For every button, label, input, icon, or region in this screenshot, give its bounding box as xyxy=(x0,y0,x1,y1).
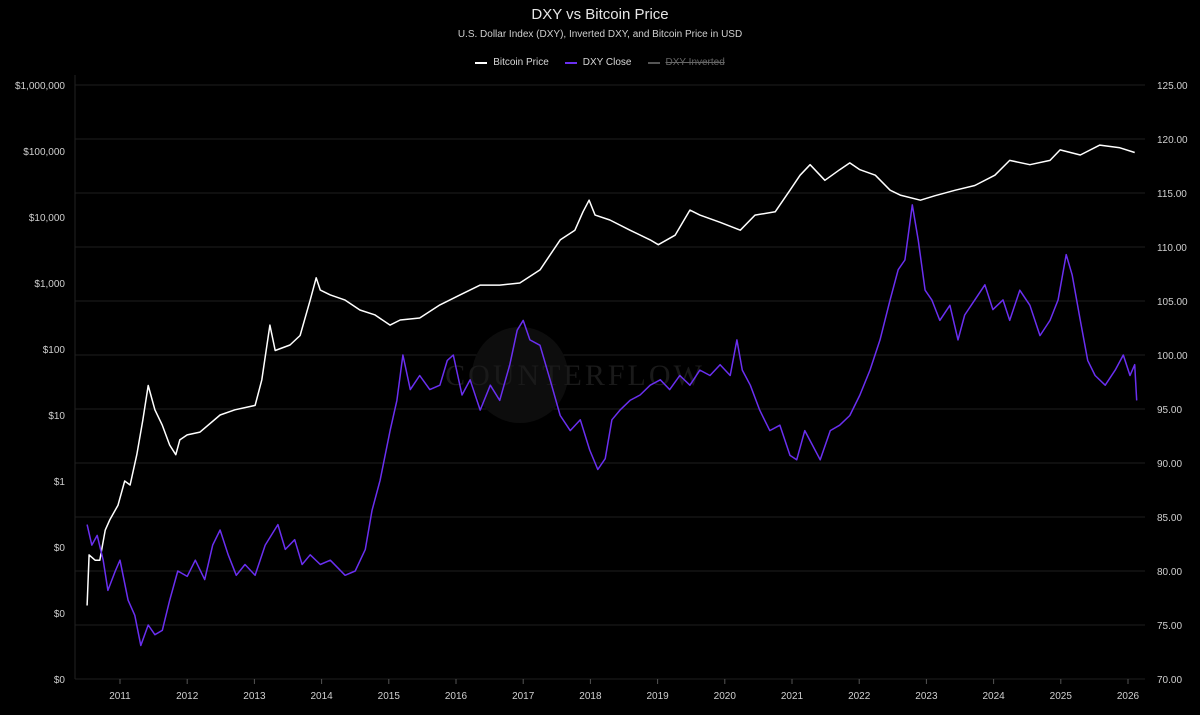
right-axis-tick-label: 80.00 xyxy=(1157,567,1182,578)
legend: Bitcoin Price DXY Close DXY Inverted xyxy=(0,57,1200,68)
right-axis-tick-label: 100.00 xyxy=(1157,351,1188,362)
x-axis-tick-label: 2025 xyxy=(1050,691,1073,702)
chart-title: DXY vs Bitcoin Price xyxy=(531,6,669,23)
bitcoin-price-line xyxy=(86,144,1135,606)
left-axis-tick-label: $1,000,000 xyxy=(15,81,65,92)
x-axis-tick-label: 2021 xyxy=(781,691,804,702)
x-axis-tick-label: 2016 xyxy=(445,691,468,702)
x-axis-tick-label: 2012 xyxy=(176,691,199,702)
left-axis-tick-label: $0 xyxy=(54,609,66,620)
left-axis-tick-label: $0 xyxy=(54,675,66,686)
watermark-logo: COUNTERFLOW xyxy=(445,359,705,392)
right-axis-tick-label: 110.00 xyxy=(1157,243,1187,254)
legend-label: DXY Inverted xyxy=(665,57,725,68)
right-axis-tick-label: 75.00 xyxy=(1157,621,1182,632)
left-axis-tick-label: $100,000 xyxy=(23,147,65,158)
x-axis-tick-label: 2019 xyxy=(646,691,669,702)
left-axis-tick-label: $1,000 xyxy=(34,279,65,290)
x-axis-tick-label: 2011 xyxy=(109,691,131,702)
legend-swatch xyxy=(475,61,488,64)
legend-swatch xyxy=(647,61,660,64)
right-axis-tick-label: 125.00 xyxy=(1157,81,1188,92)
legend-label: Bitcoin Price xyxy=(493,57,549,68)
chart-subtitle: U.S. Dollar Index (DXY), Inverted DXY, a… xyxy=(457,29,743,40)
left-axis-tick-label: $100 xyxy=(43,345,66,356)
legend-item-dxy-inverted[interactable]: DXY Inverted xyxy=(647,57,725,68)
left-axis-tick-label: $0 xyxy=(54,543,66,554)
right-axis-tick-label: 95.00 xyxy=(1157,405,1182,416)
legend-item-dxy-close[interactable]: DXY Close xyxy=(564,57,632,68)
right-axis-tick-label: 90.00 xyxy=(1157,459,1182,470)
x-axis-tick-label: 2013 xyxy=(243,691,266,702)
watermark-logo-circle xyxy=(472,327,568,423)
right-axis-tick-label: 85.00 xyxy=(1157,513,1182,524)
x-axis-tick-label: 2020 xyxy=(714,691,737,702)
dxy-close-line xyxy=(86,204,1138,647)
x-axis-tick-label: 2026 xyxy=(1117,691,1140,702)
x-axis-tick-label: 2023 xyxy=(915,691,938,702)
legend-item-bitcoin-price[interactable]: Bitcoin Price xyxy=(475,57,549,68)
x-axis-tick-label: 2015 xyxy=(378,691,401,702)
legend-swatch xyxy=(564,61,577,64)
x-axis-tick-label: 2022 xyxy=(848,691,871,702)
right-axis-tick-label: 105.00 xyxy=(1157,297,1188,308)
left-axis-tick-label: $10,000 xyxy=(29,213,66,224)
x-axis-tick-label: 2018 xyxy=(579,691,602,702)
x-axis-tick-label: 2024 xyxy=(982,691,1005,702)
left-axis-tick-label: $10 xyxy=(48,411,65,422)
x-axis-tick-label: 2014 xyxy=(310,691,333,702)
right-axis-tick-label: 115.00 xyxy=(1157,189,1187,200)
right-axis-tick-label: 70.00 xyxy=(1157,675,1182,686)
legend-label: DXY Close xyxy=(582,57,632,68)
left-axis-tick-label: $1 xyxy=(54,477,66,488)
x-axis-tick-label: 2017 xyxy=(512,691,535,702)
right-axis-tick-label: 120.00 xyxy=(1157,135,1188,146)
